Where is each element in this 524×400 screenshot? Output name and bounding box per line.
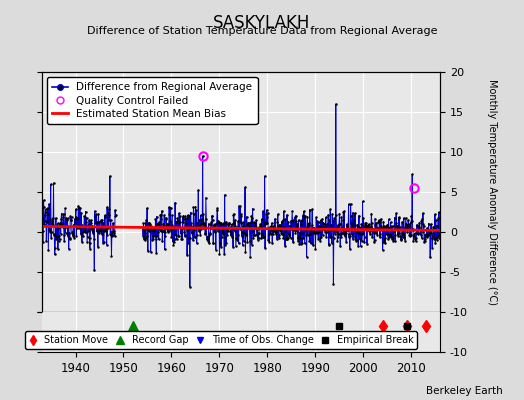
Y-axis label: Monthly Temperature Anomaly Difference (°C): Monthly Temperature Anomaly Difference (… — [487, 79, 497, 305]
Text: SASKYLAKH: SASKYLAKH — [213, 14, 311, 32]
Legend: Station Move, Record Gap, Time of Obs. Change, Empirical Break: Station Move, Record Gap, Time of Obs. C… — [25, 331, 418, 349]
Legend: Difference from Regional Average, Quality Control Failed, Estimated Station Mean: Difference from Regional Average, Qualit… — [47, 77, 257, 124]
Text: Difference of Station Temperature Data from Regional Average: Difference of Station Temperature Data f… — [87, 26, 437, 36]
Text: Berkeley Earth: Berkeley Earth — [427, 386, 503, 396]
